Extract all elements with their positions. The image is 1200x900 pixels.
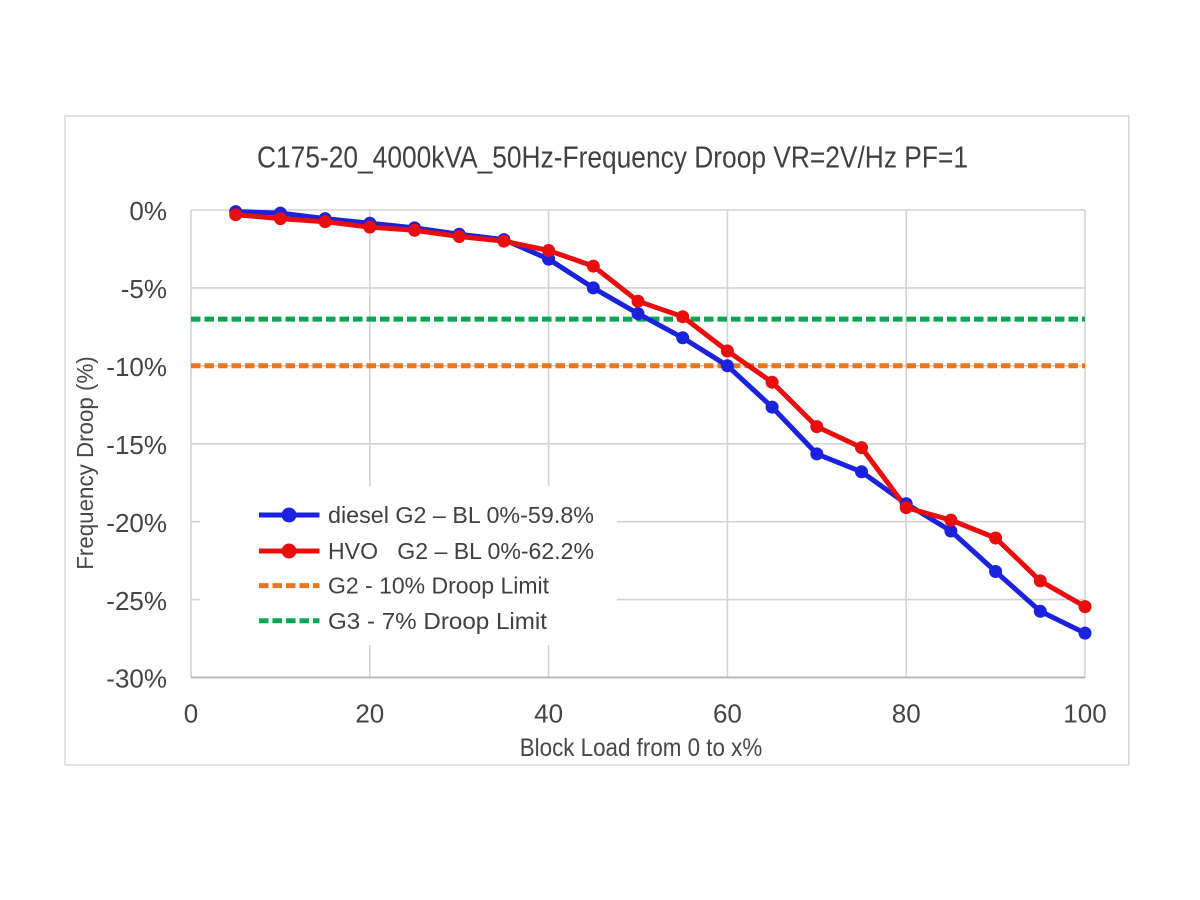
svg-text:-30%: -30% <box>106 664 167 694</box>
svg-text:-25%: -25% <box>106 586 167 616</box>
svg-text:C175-20_4000kVA_50Hz-Frequency: C175-20_4000kVA_50Hz-Frequency Droop VR=… <box>257 140 968 175</box>
svg-text:G2 - 10% Droop Limit: G2 - 10% Droop Limit <box>328 573 549 599</box>
svg-text:G3 - 7% Droop Limit: G3 - 7% Droop Limit <box>328 608 547 634</box>
svg-text:20: 20 <box>355 699 384 729</box>
svg-text:-20%: -20% <box>106 508 167 538</box>
svg-text:diesel G2 – BL 0%-59.8%: diesel G2 – BL 0%-59.8% <box>328 502 594 528</box>
svg-text:40: 40 <box>534 699 563 729</box>
svg-text:-15%: -15% <box>106 430 167 460</box>
svg-text:60: 60 <box>713 699 742 729</box>
svg-text:-10%: -10% <box>106 352 167 382</box>
svg-text:0%: 0% <box>129 196 167 226</box>
svg-text:100: 100 <box>1063 699 1106 729</box>
svg-text:80: 80 <box>892 699 921 729</box>
svg-text:Frequency Droop (%): Frequency Droop (%) <box>72 356 98 570</box>
svg-text:-5%: -5% <box>121 274 167 304</box>
svg-text:0: 0 <box>184 699 198 729</box>
svg-text:Block Load from 0 to x%: Block Load from 0 to x% <box>520 734 763 762</box>
svg-text:HVO G2 – BL 0%-62.2%: HVO G2 – BL 0%-62.2% <box>328 538 594 564</box>
